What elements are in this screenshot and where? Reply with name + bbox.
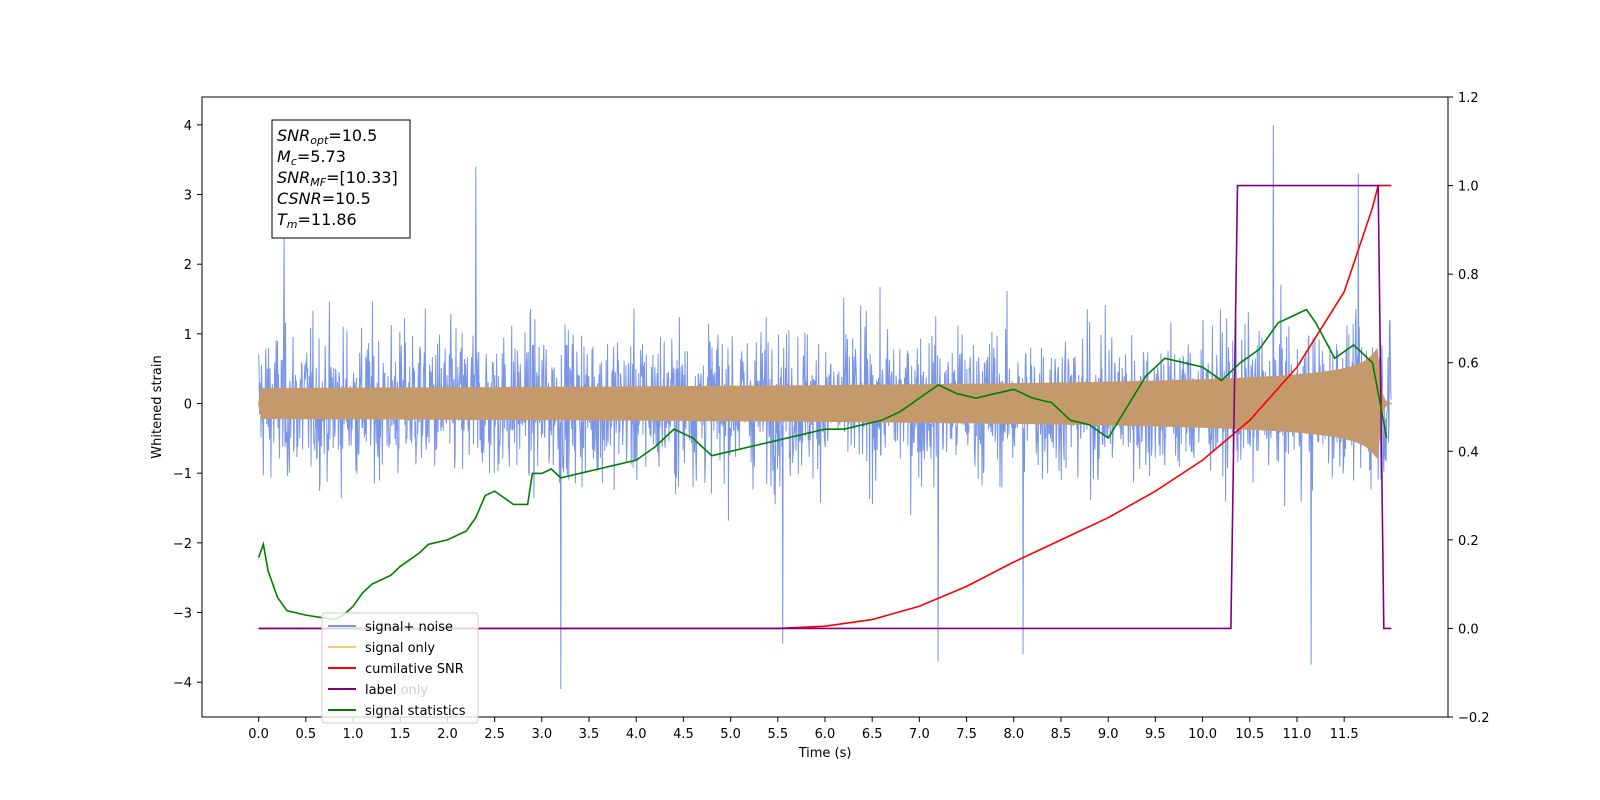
x-tick-label: 10.0 [1188, 727, 1217, 742]
y-right-tick-label: 1.2 [1458, 91, 1479, 106]
y-axis-right: 1.2 1.0 0.8 0.6 0.4 0.2 0.0 −0.2 [1448, 91, 1490, 726]
y-right-tick-label: 1.0 [1458, 180, 1479, 195]
annotation-line: SNRopt=10.5 [277, 126, 377, 147]
y-left-tick-label: 1 [184, 328, 192, 343]
x-tick-label: 2.0 [437, 727, 458, 742]
x-tick-label: 3.0 [531, 727, 552, 742]
y-right-tick-label: 0.6 [1458, 357, 1479, 372]
x-tick-label: 9.0 [1098, 727, 1119, 742]
y-left-tick-label: 0 [184, 398, 192, 413]
plot-area [257, 124, 1392, 690]
y-left-tick-label: 4 [184, 119, 192, 134]
x-tick-label: 4.5 [673, 727, 694, 742]
y-right-tick-label: 0.8 [1458, 268, 1479, 283]
y-right-tick-label: 0.4 [1458, 445, 1479, 460]
x-tick-label: 0.0 [248, 727, 269, 742]
y-right-tick-label: 0.2 [1458, 534, 1479, 549]
x-tick-label: 5.5 [767, 727, 788, 742]
series-signal-only [258, 347, 1392, 460]
y-right-tick-label: 0.0 [1458, 622, 1479, 637]
x-tick-label: 7.0 [909, 727, 930, 742]
legend-entry-label: signal statistics [365, 704, 466, 719]
x-tick-label: 7.5 [956, 727, 977, 742]
legend-entry-label: cumilative SNR [365, 662, 464, 677]
annotation-line: Tm=11.86 [277, 210, 357, 231]
x-tick-label: 6.5 [862, 727, 883, 742]
series-cumulative-snr [258, 184, 1392, 630]
y-right-tick-label: −0.2 [1458, 711, 1490, 726]
x-tick-label: 1.0 [343, 727, 364, 742]
y-left-tick-label: −2 [173, 537, 192, 552]
legend-entry-label: label [365, 683, 396, 698]
series-signal-statistics [257, 308, 1388, 621]
annotation-line: CSNR=10.5 [277, 189, 371, 208]
y-axis-left-label: Whitened strain [150, 355, 165, 458]
x-tick-label: 8.0 [1003, 727, 1024, 742]
legend-entry-label: signal+ noise [365, 620, 453, 635]
y-left-tick-label: −3 [173, 607, 192, 622]
legend: label only signal+ noise signal only cumila… [321, 612, 479, 724]
x-tick-label: 10.5 [1235, 727, 1264, 742]
x-tick-label: 0.5 [295, 727, 316, 742]
x-tick-label: 2.5 [484, 727, 505, 742]
x-axis-label: Time (s) [798, 746, 852, 761]
x-tick-label: 8.5 [1051, 727, 1072, 742]
x-tick-label: 11.0 [1282, 727, 1311, 742]
legend-entry-label: signal only [365, 641, 435, 656]
x-tick-label: 3.5 [579, 727, 600, 742]
y-left-tick-label: −4 [173, 676, 192, 691]
x-tick-label: 6.0 [815, 727, 836, 742]
annotation-line: Mc=5.73 [277, 147, 346, 168]
annotation-box: SNRopt=10.5Mc=5.73SNRMF=[10.33]CSNR=10.5… [271, 119, 411, 239]
annotation-frame [271, 119, 411, 239]
annotation-line: SNRMF=[10.33] [277, 168, 398, 189]
x-tick-label: 9.5 [1145, 727, 1166, 742]
y-left-tick-label: 2 [184, 258, 192, 273]
x-tick-label: 11.5 [1330, 727, 1359, 742]
y-left-tick-label: 3 [184, 189, 192, 204]
x-tick-label: 1.5 [390, 727, 411, 742]
x-tick-label: 4.0 [626, 727, 647, 742]
legend-frame [321, 612, 479, 724]
series-label [258, 184, 1392, 630]
x-axis: 0.0 0.5 1.0 1.5 2.0 2.5 3.0 3.5 4.0 4.5 5.0 5.5 6.0 6… [248, 717, 1359, 742]
legend-hidden-text: label only [365, 683, 428, 698]
x-tick-label: 5.0 [720, 727, 741, 742]
y-left-tick-label: −1 [173, 467, 192, 482]
y-axis-left: 4 3 2 1 0 −1 −2 −3 −4 [173, 119, 202, 691]
